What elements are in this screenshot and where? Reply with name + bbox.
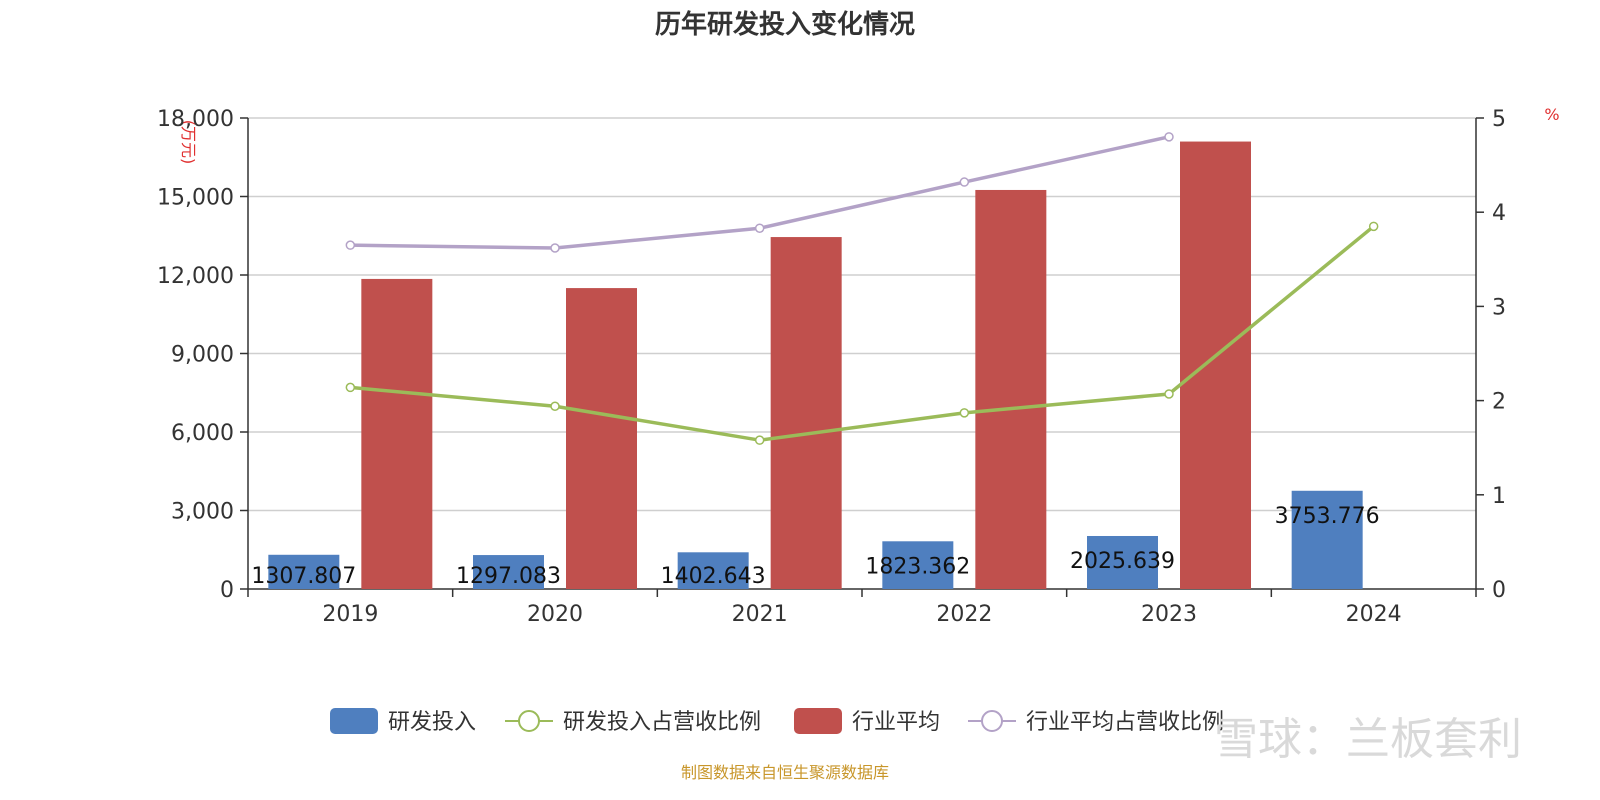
gridlines [248,117,1476,512]
bar-rd [1291,490,1363,589]
series-point-0 [1368,221,1379,232]
x-tick-label: 2020 [527,602,583,627]
bar-rd [1087,535,1158,589]
legend-swatch-marker [981,710,1003,732]
series-point-1 [959,177,970,187]
series-point-0 [550,401,560,412]
bar-data-label: 1307.807 [251,564,356,589]
series-line-0 [350,224,1375,442]
left-tick-label: 3,000 [171,500,234,525]
lines [345,132,1379,445]
series-point-0 [959,408,970,418]
bar-rd [473,555,544,589]
bar-data-label: 3753.776 [1275,504,1380,529]
bar-data-label: 1823.362 [865,554,970,579]
legend-label: 行业平均 [852,710,940,735]
legend-swatch-bar [330,708,378,734]
bar-industry [1180,141,1251,590]
axes: 0 3,000 6,000 9,000 12,000 15,000 18,000 0 1 2 3 4 5… [157,107,1506,627]
bar-rd [882,541,954,589]
legend-label: 研发投入占营收比例 [563,710,761,735]
series-point-1 [550,243,560,253]
series-point-1 [754,223,765,233]
chart-title: 历年研发投入变化情况 [655,9,915,40]
left-tick-label: 18,000 [157,107,234,132]
legend-label: 行业平均占营收比例 [1026,710,1224,735]
bar-data-label: 1402.643 [661,564,766,589]
legend-swatch-bar [794,708,842,734]
right-tick-label: 2 [1492,390,1506,415]
right-tick-label: 3 [1492,295,1506,320]
left-tick-label: 9,000 [171,343,234,368]
bar-industry [361,278,433,589]
bar-data-label: 1297.083 [456,564,561,589]
bar-rd [677,552,749,589]
left-tick-label: 6,000 [171,421,234,446]
bar-industry [770,237,842,589]
series-point-0 [1164,389,1174,399]
bar-industry [975,189,1047,590]
series-point-0 [754,435,765,445]
legend-swatch-marker [518,710,540,732]
bar-data-label: 2025.639 [1070,549,1175,574]
left-axis-unit: (万元) [179,120,198,165]
left-tick-label: 12,000 [157,264,234,289]
watermark: 雪球：兰板套利 [1214,714,1522,765]
bars [268,141,1363,590]
series-point-1 [345,240,356,250]
left-tick-label: 0 [220,578,234,603]
right-tick-label: 1 [1492,484,1506,509]
legend: 研发投入 研发投入占营收比例 行业平均 行业平均占营收比例 [330,708,1224,735]
bar-industry [566,288,637,589]
right-tick-label: 5 [1492,107,1506,132]
data-source-note: 制图数据来自恒生聚源数据库 [681,763,889,782]
left-tick-label: 15,000 [157,186,234,211]
legend-label: 研发投入 [388,710,476,735]
x-tick-label: 2024 [1346,602,1402,627]
right-axis-unit: % [1544,105,1559,124]
series-point-1 [1164,132,1174,142]
x-tick-label: 2021 [732,602,788,627]
x-tick-label: 2023 [1141,602,1197,627]
bar-rd [268,554,340,589]
right-tick-label: 4 [1492,201,1506,226]
x-tick-label: 2022 [936,602,992,627]
x-tick-label: 2019 [322,602,378,627]
data-labels: 1307.807 1297.083 1402.643 1823.362 2025.639… [251,504,1379,589]
series-point-0 [345,382,356,393]
right-tick-label: 0 [1492,578,1506,603]
